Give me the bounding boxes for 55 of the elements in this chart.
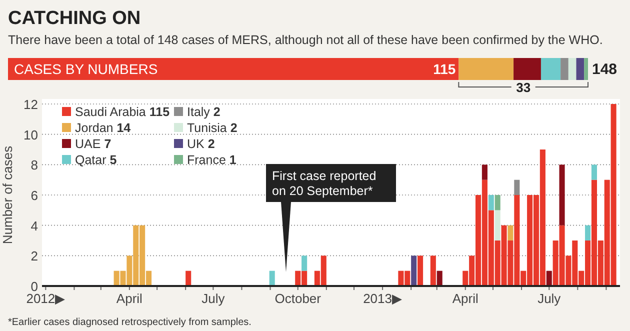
x-tick-label: 2013▶ (363, 291, 402, 306)
annotation: 33 (516, 80, 531, 95)
bar (514, 58, 541, 80)
annotation: First case reported on 20 September* (272, 169, 376, 198)
legend-label: Saudi Arabia 115 (75, 105, 170, 119)
bar (546, 270, 552, 286)
legend-label: UK 2 (187, 137, 215, 151)
x-tick-label: October (274, 291, 322, 306)
data-label: 115 (433, 61, 456, 77)
y-tick-label: 6 (30, 188, 38, 203)
bar (585, 225, 591, 240)
bar (540, 58, 561, 80)
bar (269, 270, 275, 286)
y-tick-label: 12 (24, 97, 38, 112)
y-axis-title: Number of cases (0, 145, 15, 244)
bar (508, 225, 514, 240)
bar (302, 256, 308, 271)
bar (436, 270, 442, 286)
x-tick-label: April (452, 291, 478, 306)
x-tick-label: July (202, 291, 226, 306)
text: *Earlier cases diagnosed retrospectively from samples. (8, 317, 252, 328)
bar (584, 58, 588, 80)
chart-title: CATCHING ON (8, 8, 141, 29)
bar (418, 256, 424, 286)
text: There have been a total of 148 cases of MERS, although not all of these have been confirmed by the WHO. (8, 33, 603, 47)
total-label: 148 (592, 61, 618, 78)
y-tick-label: 8 (30, 158, 38, 173)
bar (482, 164, 488, 180)
legend-label: Jordan 14 (75, 121, 131, 135)
legend-label: Tunisia 2 (187, 121, 238, 135)
bar (186, 270, 192, 286)
legend-label: France 1 (187, 153, 236, 167)
bar (576, 58, 584, 80)
bar (488, 195, 494, 210)
y-tick-label: 2 (30, 248, 38, 264)
legend-label: Italy 2 (187, 105, 220, 119)
category-label: CASES BY NUMBERS (14, 61, 158, 77)
y-tick-label: 0 (30, 279, 38, 294)
bar (494, 195, 500, 210)
bar (430, 256, 436, 286)
bar (411, 256, 417, 286)
bar (8, 58, 459, 80)
x-tick-label: 2012▶ (26, 291, 66, 306)
y-tick-label: 4 (30, 218, 38, 234)
bar (568, 58, 576, 80)
legend-label: Qatar 5 (75, 153, 117, 167)
x-tick-label: July (538, 291, 562, 306)
bar (458, 58, 514, 80)
bar (560, 58, 568, 80)
legend-label: UAE 7 (75, 137, 112, 151)
bar (591, 164, 597, 180)
bar (494, 210, 500, 240)
y-tick-label: 10 (24, 127, 38, 142)
x-tick-label: April (116, 291, 143, 306)
bar (559, 164, 565, 226)
